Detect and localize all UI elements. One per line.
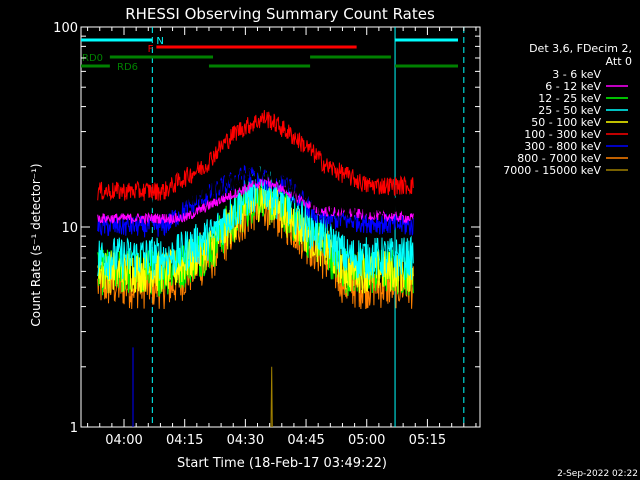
series-6-12keV (97, 175, 414, 225)
series-7000-15000keV (270, 366, 273, 428)
y-tick-label-0: 1 (70, 421, 78, 436)
legend-label-5: 100 - 300 keV (524, 128, 601, 141)
legend-label-4: 50 - 100 keV (531, 116, 601, 129)
legend-header-1: Att 0 (606, 55, 632, 68)
state-bar-label-RD6: RD6 (117, 62, 138, 73)
x-tick-label-3: 04:45 (287, 433, 324, 448)
x-tick-label-4: 05:00 (348, 433, 385, 448)
x-tick-label-2: 04:30 (227, 433, 264, 448)
plot-frame (80, 26, 481, 428)
chart-title: RHESSI Observing Summary Count Rates (125, 5, 435, 23)
x-tick-label-5: 05:15 (409, 433, 446, 448)
legend-label-7: 800 - 7000 keV (517, 152, 601, 165)
legend-label-1: 6 - 12 keV (545, 80, 601, 93)
legend-label-0: 3 - 6 keV (552, 68, 601, 81)
state-bar-N-1 (395, 38, 458, 42)
legend-header-0: Det 3,6, FDecim 2, (529, 42, 632, 55)
y-tick-label-1: 10 (61, 221, 78, 236)
state-bar-RD0-1 (310, 55, 392, 59)
date-stamp: 2-Sep-2022 02:22 (557, 469, 638, 479)
vertical-lines (151, 27, 465, 427)
state-bar-F-0 (156, 45, 357, 49)
state-bar-RD6-1 (208, 64, 311, 68)
y-tick-label-2: 100 (53, 21, 78, 36)
axes: 04:00 04:15 04:30 04:45 05:00 05:15 1 10 100 (53, 21, 480, 448)
x-axis-label: Start Time (18-Feb-17 03:49:22) (177, 456, 387, 471)
legend-label-6: 300 - 800 keV (524, 140, 601, 153)
legend-label-3: 25 - 50 keV (538, 104, 601, 117)
state-bar-RD6-2 (395, 64, 458, 68)
x-tick-label-1: 04:15 (166, 433, 203, 448)
state-bars: NF RD0 RD6 (81, 36, 458, 73)
state-bar-label-N: N (156, 36, 163, 47)
series-100-300keV (97, 110, 414, 202)
x-tick-label-0: 04:00 (105, 433, 142, 448)
series-group (97, 110, 414, 428)
y-axis-label: Count Rate (s⁻¹ detector⁻¹) (29, 163, 43, 326)
state-bar-RD6-0 (81, 64, 110, 68)
series-3-6keV (97, 162, 414, 221)
state-bar-RD0-0 (109, 55, 214, 59)
state-bar-label-F: F (148, 44, 154, 55)
state-bar-N-0 (81, 38, 153, 42)
legend-label-8: 7000 - 15000 keV (503, 164, 601, 177)
legend-label-2: 12 - 25 keV (538, 92, 601, 105)
state-bar-label-RD0: RD0 (82, 53, 103, 64)
